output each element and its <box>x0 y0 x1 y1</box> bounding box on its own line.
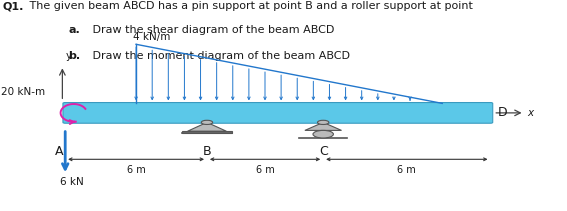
Circle shape <box>318 120 329 124</box>
Text: 6 m: 6 m <box>126 165 146 174</box>
Text: D: D <box>497 106 507 119</box>
Text: B: B <box>202 145 211 158</box>
Polygon shape <box>305 122 341 130</box>
Text: 4 kN/m: 4 kN/m <box>133 32 171 42</box>
Circle shape <box>313 130 333 138</box>
Text: 6 m: 6 m <box>397 165 416 174</box>
Text: 20 kN-m: 20 kN-m <box>1 87 45 97</box>
Text: 6 kN: 6 kN <box>60 177 83 187</box>
Text: Draw the moment diagram of the beam ABCD: Draw the moment diagram of the beam ABCD <box>82 51 350 61</box>
Text: A: A <box>56 145 64 158</box>
Text: Draw the shear diagram of the beam ABCD: Draw the shear diagram of the beam ABCD <box>82 25 335 35</box>
Text: C: C <box>319 145 328 158</box>
Text: b.: b. <box>68 51 80 61</box>
Text: Q1.: Q1. <box>3 1 24 11</box>
Text: y: y <box>65 51 71 61</box>
Text: $x$: $x$ <box>527 108 536 118</box>
Text: The given beam ABCD has a pin support at point B and a roller support at point: The given beam ABCD has a pin support at… <box>26 1 472 11</box>
FancyBboxPatch shape <box>63 103 493 123</box>
Text: 6 m: 6 m <box>256 165 274 174</box>
Bar <box>182 131 232 133</box>
Polygon shape <box>188 122 226 131</box>
Circle shape <box>201 120 213 124</box>
Text: a.: a. <box>68 25 80 35</box>
